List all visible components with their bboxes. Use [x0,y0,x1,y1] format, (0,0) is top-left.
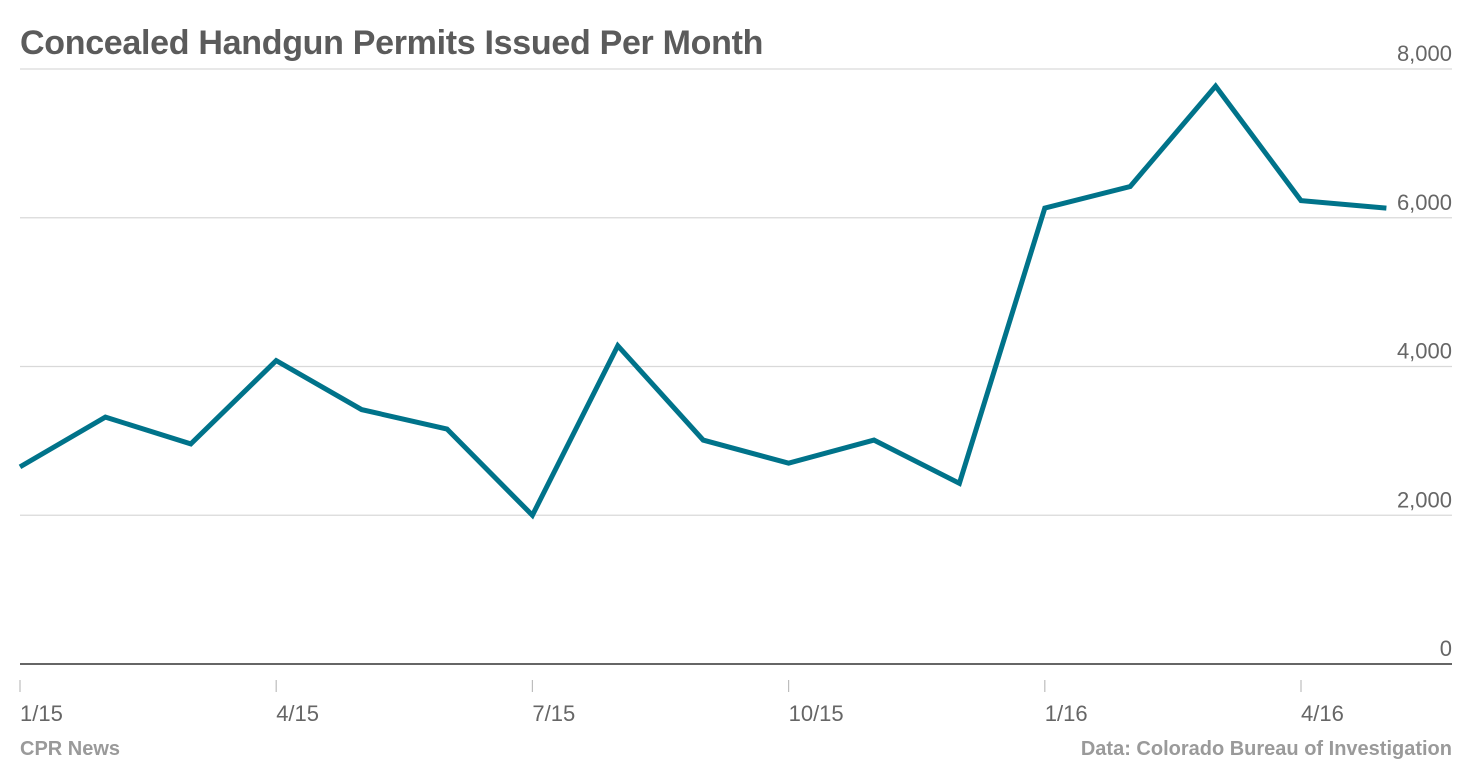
chart-title: Concealed Handgun Permits Issued Per Mon… [20,24,764,62]
y-tick-label: 8,000 [1397,41,1452,66]
source-credit: CPR News [20,738,121,760]
x-tick-label: 7/15 [532,701,575,726]
y-tick-label: 6,000 [1397,190,1452,215]
series-line [18,82,1387,520]
y-tick-label: 4,000 [1397,339,1452,364]
x-tick-label: 4/15 [276,701,319,726]
gridlines [20,68,1452,516]
x-tick-label: 4/16 [1301,701,1344,726]
x-tick-label: 10/15 [789,701,844,726]
y-tick-label: 0 [1440,636,1452,661]
data-source-note: Data: Colorado Bureau of Investigation [1080,738,1452,760]
y-axis-tick-labels: 0 2,000 4,000 6,000 8,000 [1397,41,1452,661]
y-tick-label: 2,000 [1397,487,1452,512]
x-tick-label: 1/15 [20,701,63,726]
x-tick-label: 1/16 [1045,701,1088,726]
x-axis: 1/15 4/15 7/15 10/15 1/16 4/16 [19,663,1452,726]
series-lines [18,82,1387,520]
